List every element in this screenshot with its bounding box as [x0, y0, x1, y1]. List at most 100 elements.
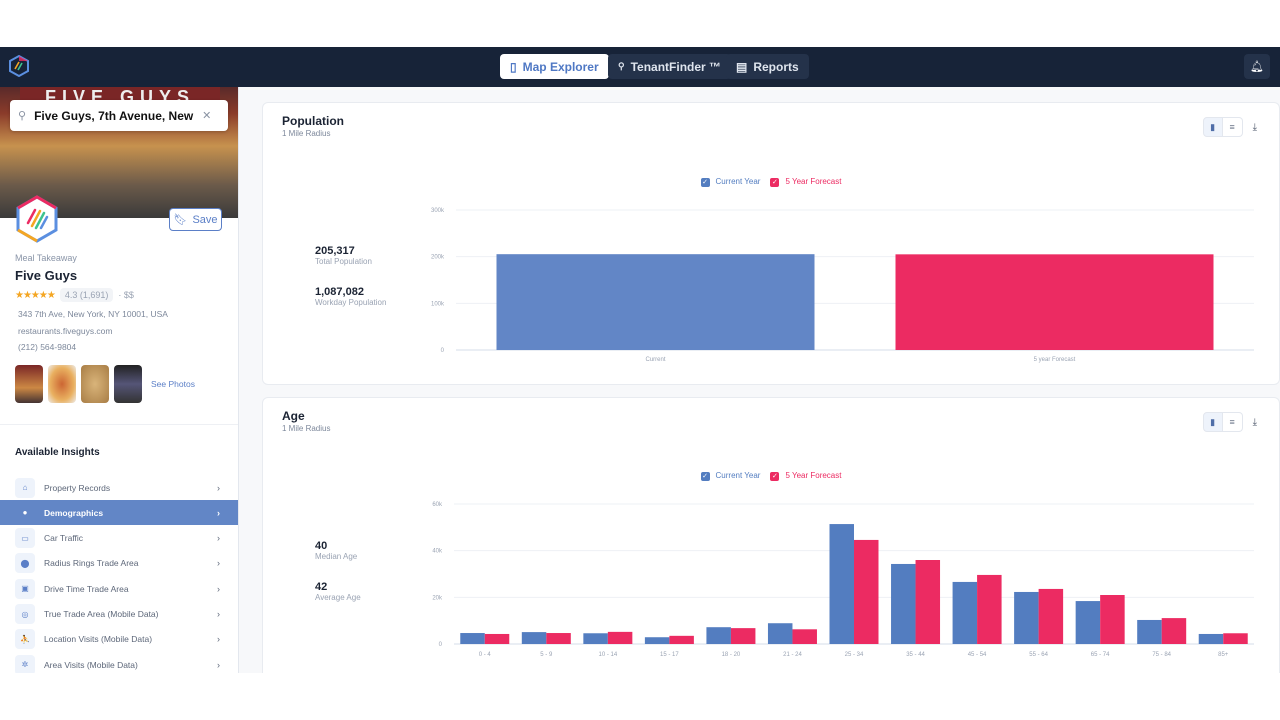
search-box[interactable]: ⚲ ✕ [10, 100, 228, 131]
save-button[interactable]: 🔖︎ Save [169, 208, 222, 231]
photo-strip: See Photos [15, 365, 195, 403]
x-tick-label: 18 - 20 [722, 652, 741, 658]
chart-view-button[interactable]: ▮ [1202, 412, 1223, 432]
place-category: Meal Takeaway [15, 253, 77, 263]
stat-value: 40 [315, 540, 328, 552]
bar-current-year [644, 637, 670, 644]
photo-thumbnail[interactable] [15, 365, 43, 403]
legend-current-year[interactable]: ✓ Current Year [700, 177, 761, 187]
bar-current-year [952, 581, 978, 644]
bar-5-year-forecast [669, 635, 694, 644]
photo-thumbnail[interactable] [114, 365, 142, 403]
bar-5-year-forecast [1038, 588, 1064, 644]
place-website[interactable]: restaurants.fiveguys.com [18, 326, 113, 336]
legend-5-year-forecast[interactable]: ✓ 5 Year Forecast [770, 471, 841, 481]
insight-label: Radius Rings Trade Area [44, 558, 139, 569]
age-card: Age 1 Mile Radius ▮ ≡ ⤓ ✓ Current Year ✓ 5… [262, 397, 1280, 673]
x-tick-label: 0 - 4 [479, 652, 492, 658]
bar-current-year [706, 627, 731, 644]
insight-item-drive-time-trade-area[interactable]: ▣ Drive Time Trade Area › [0, 576, 238, 601]
bar-forecast [895, 254, 1214, 350]
home-icon: ⌂ [15, 477, 35, 498]
y-tick-label: 0 [439, 642, 443, 648]
photo-thumbnail[interactable] [81, 365, 109, 403]
place-sidebar: FIVE GUYS ⚲ ✕ 🔖︎Save Meal Takeaway Five … [0, 87, 239, 673]
insight-item-demographics[interactable]: ● Demographics › [0, 500, 238, 526]
map-icon: ▯ [510, 59, 517, 74]
card-title: Age [282, 409, 305, 423]
y-tick-label: 60k [432, 502, 443, 508]
stat-value: 205,317 [315, 245, 355, 257]
bar-5-year-forecast [607, 631, 633, 644]
stat-label: Median Age [315, 552, 358, 561]
chevron-right-icon: › [217, 482, 220, 493]
car-icon: ▭ [15, 528, 35, 549]
legend-label: Current Year [715, 471, 761, 480]
notifications-button[interactable]: 🔔︎ [1244, 54, 1270, 79]
see-photos-link[interactable]: See Photos [151, 379, 195, 389]
insight-item-car-traffic[interactable]: ▭ Car Traffic › [0, 526, 238, 551]
insights-heading: Available Insights [15, 447, 100, 458]
table-view-button[interactable]: ≡ [1222, 117, 1243, 137]
chevron-right-icon: › [217, 558, 220, 569]
chart-view-button[interactable]: ▮ [1202, 117, 1223, 137]
insight-item-radius-rings-trade-area[interactable]: ⬤ Radius Rings Trade Area › [0, 551, 238, 576]
download-icon[interactable]: ⤓ [1252, 121, 1257, 133]
bar-current-year [1198, 633, 1224, 644]
legend-label: 5 Year Forecast [785, 177, 842, 186]
insight-label: Location Visits (Mobile Data) [44, 634, 153, 645]
list-icon: ≡ [1229, 122, 1235, 132]
checkbox-icon: ✓ [700, 178, 710, 187]
insight-item-location-visits-mobile-data[interactable]: ⛹ Location Visits (Mobile Data) › [0, 627, 238, 652]
bar-5-year-forecast [1223, 633, 1248, 644]
place-name: Five Guys [15, 268, 78, 283]
x-tick-label: 45 - 54 [968, 652, 987, 658]
list-icon: ≡ [1229, 417, 1235, 427]
bar-5-year-forecast [730, 628, 756, 644]
checkbox-icon: ✓ [700, 472, 710, 481]
view-toggle: ▮ ≡ ⤓ [1202, 412, 1257, 432]
chevron-right-icon: › [217, 507, 220, 518]
circle-icon: ⬤ [15, 553, 35, 574]
legend-current-year[interactable]: ✓ Current Year [700, 471, 761, 481]
insight-label: True Trade Area (Mobile Data) [44, 609, 159, 619]
table-view-button[interactable]: ≡ [1222, 412, 1243, 432]
divider [0, 424, 238, 425]
reports-button[interactable]: ▤ Reports [726, 54, 809, 79]
card-title: Population [282, 114, 344, 128]
stat-average-age: 42 Average Age [315, 581, 361, 602]
bar-chart-icon: ▮ [1210, 416, 1216, 427]
x-tick-label: 25 - 34 [845, 652, 864, 658]
y-tick-label: 100k [431, 301, 445, 307]
stat-total-population: 205,317 Total Population [315, 245, 372, 266]
reports-label: Reports [753, 59, 799, 74]
area-icon: ✲ [15, 654, 35, 673]
insight-item-property-records[interactable]: ⌂ Property Records › [0, 475, 238, 500]
legend-label: 5 Year Forecast [785, 471, 842, 480]
map-explorer-button[interactable]: ▯ Map Explorer [500, 54, 609, 79]
chevron-right-icon: › [217, 609, 220, 619]
bookmark-icon: 🔖︎ [173, 214, 188, 226]
y-tick-label: 20k [432, 595, 443, 601]
tenantfinder-label: TenantFinder ™ [630, 59, 722, 74]
tenantfinder-button[interactable]: ⚲ TenantFinder ™ [608, 54, 732, 79]
clear-icon[interactable]: ✕ [202, 110, 212, 122]
insight-item-area-visits-mobile-data[interactable]: ✲ Area Visits (Mobile Data) › [0, 652, 238, 673]
search-input[interactable] [34, 108, 195, 123]
insight-item-true-trade-area-mobile-data[interactable]: ◎ True Trade Area (Mobile Data) › [0, 602, 238, 627]
legend-label: Current Year [715, 177, 761, 186]
insight-label: Property Records [44, 482, 111, 493]
photo-thumbnail[interactable] [48, 365, 76, 403]
top-nav-bar: ▯ Map Explorer ⚲ TenantFinder ™ ▤ Reports 🔔… [0, 47, 1280, 87]
download-icon[interactable]: ⤓ [1252, 416, 1257, 428]
legend-5-year-forecast[interactable]: ✓ 5 Year Forecast [770, 177, 841, 187]
target-icon: ◎ [15, 604, 35, 624]
bar-5-year-forecast [854, 539, 879, 644]
stat-label: Workday Population [315, 298, 387, 307]
app-logo[interactable] [8, 55, 30, 77]
population-card: Population 1 Mile Radius ▮ ≡ ⤓ ✓ Current … [262, 102, 1280, 385]
population-chart: 0 100k 200k 300k Current 5 year Forecast [431, 208, 1254, 363]
x-tick-label: 85+ [1218, 652, 1229, 658]
rating-row: ★★★★★ 4.3 (1,691) · $$ [15, 288, 134, 302]
bar-current-year [583, 633, 608, 644]
